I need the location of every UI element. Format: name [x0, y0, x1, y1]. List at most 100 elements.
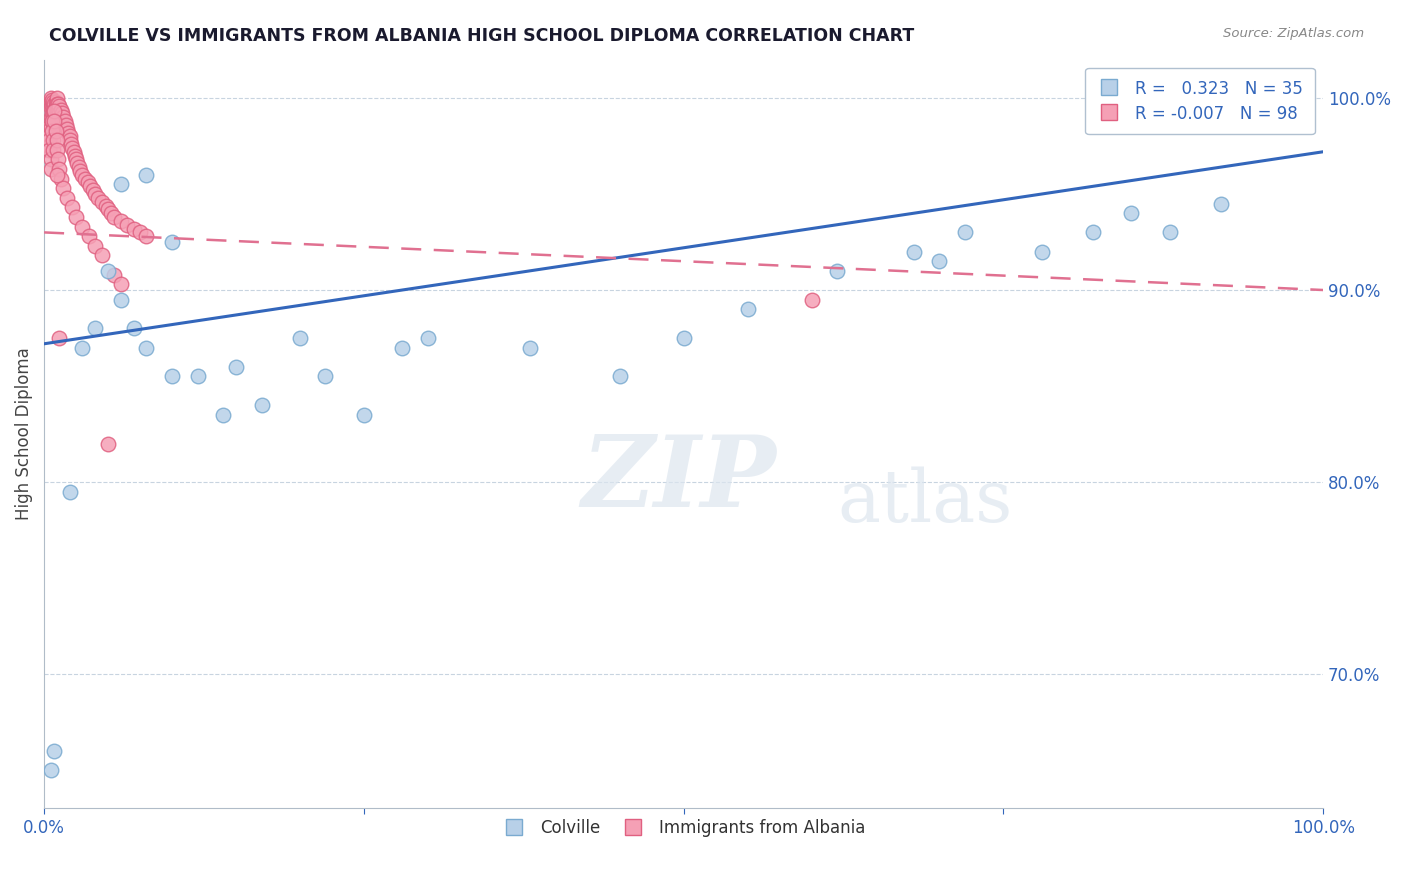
Point: [37, 129, 59, 144]
Point: [66, 156, 89, 170]
Point: [53, 121, 76, 136]
Point: [42, 95, 65, 109]
Point: [122, 221, 145, 235]
Point: [52, 110, 75, 124]
Point: [72, 168, 94, 182]
Point: [58, 126, 80, 140]
Point: [82, 183, 104, 197]
Point: [45, 133, 67, 147]
Point: [1209, 196, 1232, 211]
Point: [46, 153, 69, 167]
Point: [48, 98, 70, 112]
Point: [1031, 244, 1053, 259]
Point: [250, 398, 273, 412]
Point: [63, 148, 86, 162]
Point: [353, 408, 375, 422]
Point: [39, 95, 62, 109]
Point: [609, 369, 631, 384]
Point: [39, 153, 62, 167]
Point: [672, 331, 695, 345]
Point: [97, 264, 120, 278]
Point: [38, 139, 60, 153]
Point: [87, 191, 110, 205]
Point: [928, 254, 950, 268]
Point: [44, 103, 66, 117]
Point: [72, 219, 94, 234]
Point: [46, 96, 69, 111]
Point: [44, 96, 66, 111]
Point: [110, 277, 132, 292]
Point: [39, 120, 62, 134]
Point: [97, 202, 120, 217]
Point: [41, 98, 63, 112]
Point: [903, 244, 925, 259]
Point: [41, 114, 63, 128]
Point: [44, 744, 66, 758]
Point: [1081, 226, 1104, 240]
Point: [42, 116, 65, 130]
Point: [73, 171, 96, 186]
Point: [129, 226, 152, 240]
Point: [84, 186, 107, 201]
Point: [51, 106, 73, 120]
Point: [953, 226, 976, 240]
Point: [90, 248, 112, 262]
Point: [72, 341, 94, 355]
Point: [416, 331, 439, 345]
Point: [103, 210, 125, 224]
Point: [55, 118, 77, 132]
Point: [39, 763, 62, 777]
Point: [110, 178, 132, 192]
Point: [519, 341, 541, 355]
Point: [62, 145, 84, 159]
Point: [225, 359, 247, 374]
Point: [45, 123, 67, 137]
Point: [59, 129, 82, 144]
Point: [135, 341, 157, 355]
Text: Source: ZipAtlas.com: Source: ZipAtlas.com: [1223, 27, 1364, 40]
Point: [1159, 226, 1181, 240]
Point: [67, 160, 90, 174]
Point: [212, 408, 235, 422]
Point: [97, 436, 120, 450]
Text: ZIP: ZIP: [581, 431, 776, 527]
Text: atlas: atlas: [837, 467, 1012, 537]
Point: [46, 104, 69, 119]
Point: [288, 331, 311, 345]
Text: COLVILLE VS IMMIGRANTS FROM ALBANIA HIGH SCHOOL DIPLOMA CORRELATION CHART: COLVILLE VS IMMIGRANTS FROM ALBANIA HIGH…: [49, 27, 914, 45]
Point: [39, 101, 62, 115]
Point: [94, 198, 117, 212]
Point: [77, 229, 100, 244]
Point: [60, 201, 83, 215]
Point: [59, 484, 82, 499]
Point: [315, 369, 337, 384]
Point: [38, 143, 60, 157]
Point: [160, 235, 183, 249]
Point: [42, 143, 65, 157]
Point: [41, 106, 63, 120]
Point: [42, 101, 65, 115]
Point: [65, 210, 87, 224]
Point: [60, 141, 83, 155]
Point: [84, 239, 107, 253]
Point: [110, 293, 132, 307]
Point: [45, 91, 67, 105]
Point: [41, 114, 63, 128]
Point: [48, 331, 70, 345]
Point: [825, 264, 848, 278]
Point: [122, 321, 145, 335]
Point: [51, 114, 73, 128]
Point: [52, 181, 75, 195]
Point: [44, 114, 66, 128]
Point: [76, 176, 98, 190]
Point: [52, 118, 75, 132]
Point: [53, 114, 76, 128]
Point: [45, 168, 67, 182]
Point: [110, 214, 132, 228]
Point: [84, 321, 107, 335]
Point: [49, 103, 72, 117]
Point: [79, 179, 101, 194]
Point: [69, 164, 91, 178]
Point: [59, 137, 82, 152]
Point: [59, 133, 82, 147]
